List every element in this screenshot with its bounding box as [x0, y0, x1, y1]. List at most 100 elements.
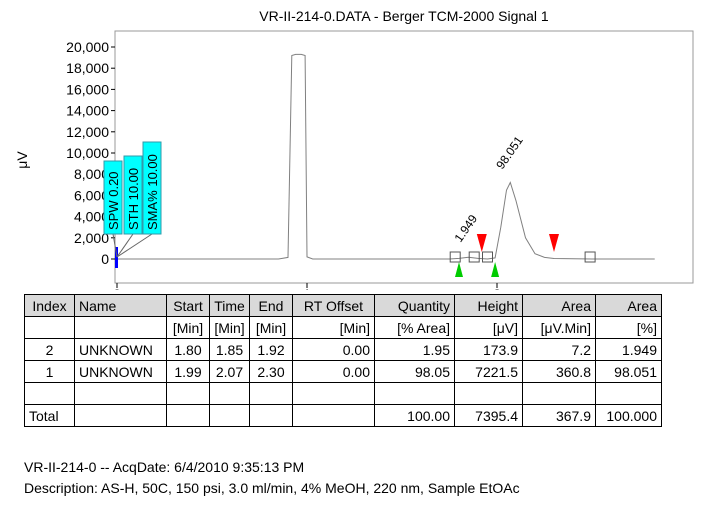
table-cell: 1.99 — [166, 360, 210, 383]
method-leader-line — [116, 233, 153, 258]
y-tick-label: 16,000 — [66, 81, 109, 97]
method-leader-line — [116, 233, 134, 258]
y-tick-label: 18,000 — [66, 60, 109, 76]
table-cell: [%] — [595, 316, 662, 339]
results-table: Index Name Start Time End RT Offset Quantity He… — [24, 294, 662, 427]
units-row: [Min] [Min] [Min] [Min] [% Area] [μV] [μV.Min]… — [24, 316, 662, 339]
chromatogram-chart: 0 2,000 4,000 6,000 8,000 10,000 12,000 14,000 1… — [14, 30, 694, 290]
table-row: 1 UNKNOWN 1.99 2.07 2.30 0.00 98.05 7221.5 360.8… — [24, 360, 662, 383]
method-parameter-box — [103, 160, 123, 235]
column-header: Time — [209, 294, 250, 317]
peak-end-marker — [476, 234, 487, 252]
peak-label: 1.949 — [451, 212, 480, 245]
table-cell: 7.2 — [522, 338, 596, 361]
acquisition-info: VR-II-214-0 -- AcqDate: 6/4/2010 9:35:13… — [24, 459, 305, 475]
table-cell: 173.9 — [454, 338, 523, 361]
table-cell: [Min] — [249, 316, 293, 339]
table-cell — [209, 404, 250, 427]
chart-title: VR-II-214-0.DATA - Berger TCM-2000 Signa… — [259, 8, 549, 24]
table-row: 2 UNKNOWN 1.80 1.85 1.92 0.00 1.95 173.9 7.2 1.94… — [24, 338, 662, 361]
peak-end-marker — [549, 234, 559, 252]
baseline-box — [482, 251, 493, 263]
total-row: Total 100.00 7395.4 367.9 100.000 — [24, 404, 662, 427]
table-cell: 1.92 — [249, 338, 293, 361]
table-cell: 2.30 — [249, 360, 293, 383]
table-row — [24, 382, 662, 405]
y-tick-label: 20,000 — [66, 39, 109, 55]
table-cell: 0.00 — [292, 338, 375, 361]
table-cell: 98.05 — [374, 360, 455, 383]
table-cell: 7221.5 — [454, 360, 523, 383]
table-cell — [166, 404, 210, 427]
baseline-box — [584, 251, 596, 263]
y-tick-label: 12,000 — [66, 124, 109, 140]
method-parameter-label: SPW 0.20 — [106, 171, 121, 230]
table-cell: 7395.4 — [454, 404, 523, 427]
table-cell: UNKNOWN — [74, 338, 167, 361]
y-tick-label: 8,000 — [74, 166, 109, 182]
table-cell — [24, 316, 75, 339]
method-description: Description: AS-H, 50C, 150 psi, 3.0 ml/… — [24, 480, 520, 496]
column-header: RT Offset — [292, 294, 375, 317]
table-cell — [292, 404, 375, 427]
table-cell — [595, 382, 662, 405]
table-cell: [Min] — [292, 316, 375, 339]
table-cell — [249, 382, 293, 405]
table-cell — [166, 382, 210, 405]
table-cell: 1 — [24, 360, 75, 383]
table-cell: 1.85 — [209, 338, 250, 361]
table-cell: [Min] — [209, 316, 250, 339]
x-tick-label: 2 — [493, 286, 501, 290]
y-tick-label: 6,000 — [74, 187, 109, 203]
column-header: Height — [454, 294, 523, 317]
footer: VR-II-214-0 -- AcqDate: 6/4/2010 9:35:13… — [24, 457, 520, 499]
column-header: Quantity — [374, 294, 455, 317]
table-cell: 2 — [24, 338, 75, 361]
peak-label: 98.051 — [493, 133, 526, 171]
table-cell — [209, 382, 250, 405]
y-tick-label: 4,000 — [74, 209, 109, 225]
table-cell: 2.07 — [209, 360, 250, 383]
table-header-row: Index Name Start Time End RT Offset Quantity He… — [24, 294, 662, 317]
table-cell — [249, 404, 293, 427]
baseline-box — [468, 251, 480, 263]
table-cell: 1.95 — [374, 338, 455, 361]
table-cell: [Min] — [166, 316, 210, 339]
table-cell — [24, 382, 75, 405]
table-cell — [292, 382, 375, 405]
table-cell — [454, 382, 523, 405]
table-cell: 100.000 — [595, 404, 662, 427]
table-cell: UNKNOWN — [74, 360, 167, 383]
table-cell: 98.051 — [595, 360, 662, 383]
table-cell — [74, 382, 167, 405]
table-cell: 1.80 — [166, 338, 210, 361]
injection-marker — [115, 247, 118, 268]
y-tick-label: 2,000 — [74, 230, 109, 246]
column-header: Name — [74, 294, 167, 317]
x-tick-label: 1 — [303, 286, 311, 290]
x-tick-label: 0 — [113, 286, 121, 290]
peak-start-marker — [455, 262, 463, 277]
baseline-box — [449, 251, 461, 263]
column-header: Area — [595, 294, 662, 317]
table-cell: 100.00 — [374, 404, 455, 427]
table-cell: 1.949 — [595, 338, 662, 361]
method-parameter-label: SMA% 10.00 — [145, 154, 160, 230]
table-cell: [μV] — [454, 316, 523, 339]
method-leader-line — [112, 233, 118, 258]
column-header: Area — [522, 294, 596, 317]
table-cell — [74, 404, 167, 427]
table-cell: [μV.Min] — [522, 316, 596, 339]
y-tick-label: 10,000 — [66, 145, 109, 161]
table-cell — [74, 316, 167, 339]
method-parameter-box — [123, 155, 143, 235]
method-parameter-label: STH 10.00 — [126, 168, 141, 230]
signal-trace-0 — [117, 53, 655, 260]
table-cell — [522, 382, 596, 405]
column-header: End — [249, 294, 293, 317]
table-cell: Total — [24, 404, 75, 427]
table-cell — [374, 382, 455, 405]
y-axis-label: μV — [14, 151, 30, 169]
table-cell: 360.8 — [522, 360, 596, 383]
method-parameter-box — [142, 141, 162, 235]
